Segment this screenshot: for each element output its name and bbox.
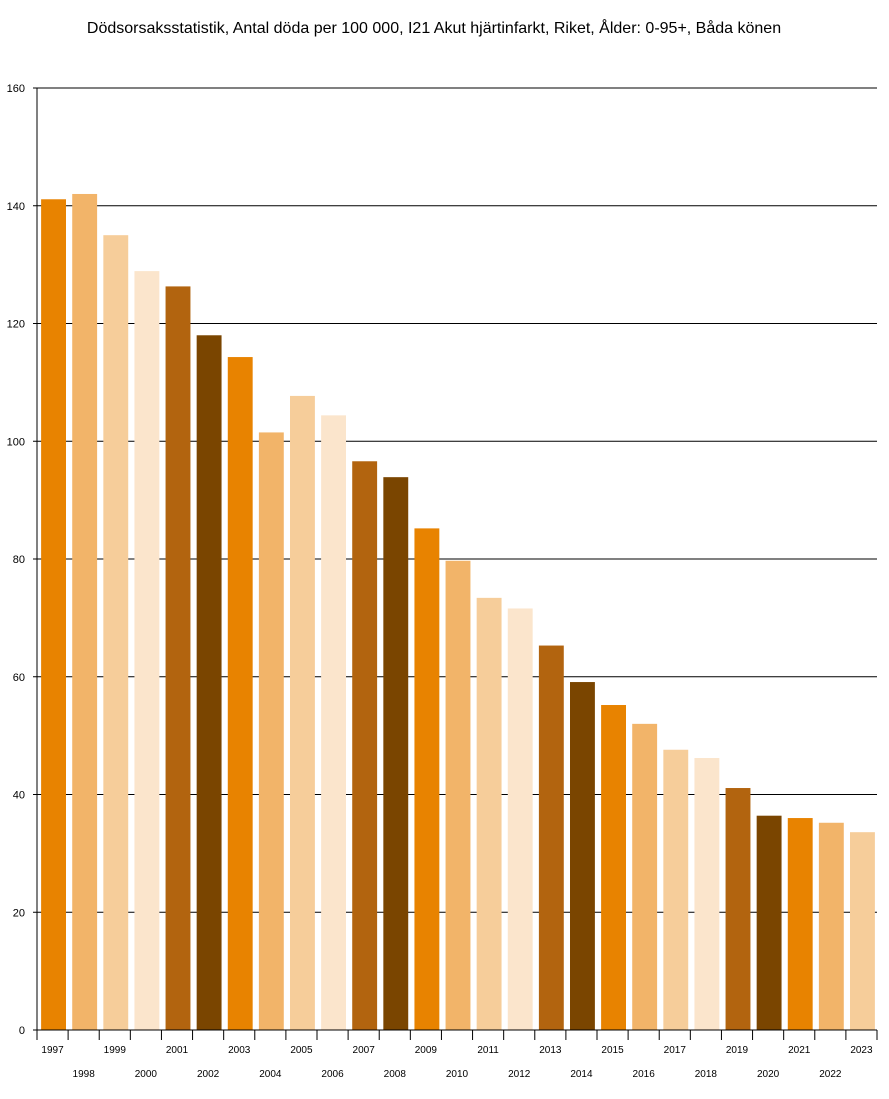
- x-tick-label: 1997: [41, 1045, 64, 1056]
- y-tick-label: 100: [7, 436, 25, 448]
- x-tick-label: 2016: [633, 1069, 656, 1080]
- bar: [850, 832, 875, 1030]
- x-tick-label: 2017: [664, 1045, 687, 1056]
- bar: [570, 682, 595, 1030]
- x-tick-label: 2020: [757, 1069, 780, 1080]
- bar: [663, 749, 689, 1030]
- bar: [258, 432, 284, 1030]
- bar: [756, 815, 782, 1030]
- x-tick-label: 2015: [601, 1045, 624, 1056]
- bar: [72, 193, 98, 1031]
- x-tick-label: 2014: [570, 1069, 593, 1080]
- x-tick-label: 2021: [788, 1045, 811, 1056]
- bar: [818, 822, 844, 1030]
- bar: [694, 757, 720, 1030]
- x-tick-label: 2012: [508, 1069, 531, 1080]
- bar: [165, 286, 191, 1030]
- x-tick-label: 1998: [73, 1069, 96, 1080]
- y-tick-label: 140: [7, 201, 25, 213]
- bar: [725, 788, 751, 1030]
- x-tick-label: 2010: [446, 1069, 469, 1080]
- bar: [103, 235, 129, 1030]
- x-tick-label: 2001: [166, 1045, 189, 1056]
- x-tick-label: 2002: [197, 1069, 220, 1080]
- x-tick-label: 2023: [850, 1045, 873, 1056]
- bar: [476, 597, 502, 1030]
- bar: [290, 395, 315, 1030]
- x-tick-label: 2004: [259, 1069, 282, 1080]
- x-tick-label: 2022: [819, 1069, 842, 1080]
- x-tick-label: 2013: [539, 1045, 562, 1056]
- bar: [414, 528, 440, 1030]
- x-tick-label: 2005: [290, 1045, 313, 1056]
- y-ticks: 0 20 40 60 80 100 120 140 160: [7, 83, 37, 1037]
- bar: [383, 477, 409, 1030]
- bar: [507, 608, 533, 1030]
- y-tick-label: 160: [7, 83, 25, 95]
- bar: [787, 818, 813, 1030]
- y-tick-label: 0: [19, 1025, 25, 1037]
- bar: [352, 461, 378, 1031]
- x-tick-label: 1999: [104, 1045, 127, 1056]
- y-tick-label: 120: [7, 319, 25, 331]
- y-tick-label: 20: [13, 907, 25, 919]
- y-tick-label: 60: [13, 672, 25, 684]
- bar: [538, 645, 564, 1030]
- x-tick-label: 2007: [353, 1045, 376, 1056]
- x-ticks: 1997 1998 1999 2000 2001 2002 2003 2004 2005 2006…: [36, 1030, 878, 1080]
- x-tick-label: 2000: [135, 1069, 158, 1080]
- x-tick-label: 2011: [477, 1045, 499, 1056]
- bars: [41, 193, 875, 1031]
- y-tick-label: 40: [13, 790, 25, 802]
- y-tick-label: 80: [13, 554, 25, 566]
- bar: [41, 199, 66, 1030]
- x-tick-label: 2006: [321, 1069, 344, 1080]
- bar: [321, 415, 346, 1031]
- x-tick-label: 2018: [695, 1069, 718, 1080]
- bar: [632, 723, 658, 1030]
- bar: [601, 705, 626, 1030]
- x-tick-label: 2019: [726, 1045, 749, 1056]
- bar: [196, 335, 222, 1030]
- x-tick-label: 2003: [228, 1045, 251, 1056]
- bar: [227, 357, 253, 1031]
- chart-title: Dödsorsaksstatistik, Antal döda per 100 …: [86, 20, 782, 37]
- x-tick-label: 2008: [384, 1069, 407, 1080]
- bar: [445, 560, 471, 1030]
- bar: [134, 271, 160, 1030]
- x-tick-label: 2009: [415, 1045, 438, 1056]
